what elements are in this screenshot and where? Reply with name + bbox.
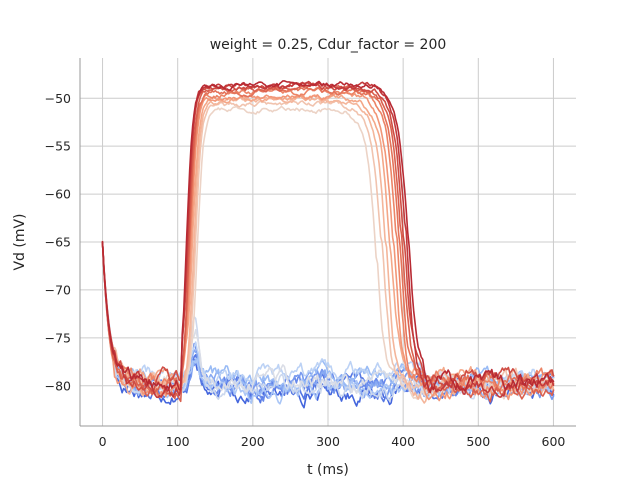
x-tick-label: 100 [166, 434, 190, 449]
y-axis-label: Vd (mV) [12, 213, 28, 270]
y-tick-label: −55 [45, 139, 71, 154]
y-tick-label: −65 [45, 235, 71, 250]
y-tick-label: −50 [45, 91, 71, 106]
x-tick-label: 500 [466, 434, 490, 449]
x-tick-label: 300 [316, 434, 340, 449]
trace-line [101, 80, 555, 394]
y-tick-label: −70 [45, 282, 71, 297]
trace-line [101, 91, 555, 402]
y-tick-label: −75 [45, 330, 71, 345]
plot-area [101, 80, 555, 409]
x-tick-label: 200 [241, 434, 265, 449]
x-ticks: 0 100 200 300 400 500 600 [99, 434, 566, 449]
trace-line [101, 81, 555, 393]
y-ticks: −80 −75 −70 −65 −60 −55 −50 [45, 91, 71, 394]
x-axis-label: t (ms) [307, 462, 349, 478]
y-tick-label: −80 [45, 378, 71, 393]
y-tick-label: −60 [45, 187, 71, 202]
x-tick-label: 400 [391, 434, 415, 449]
x-tick-label: 600 [542, 434, 566, 449]
chart-title: weight = 0.25, Cdur_factor = 200 [210, 37, 447, 53]
x-tick-label: 0 [99, 434, 107, 449]
